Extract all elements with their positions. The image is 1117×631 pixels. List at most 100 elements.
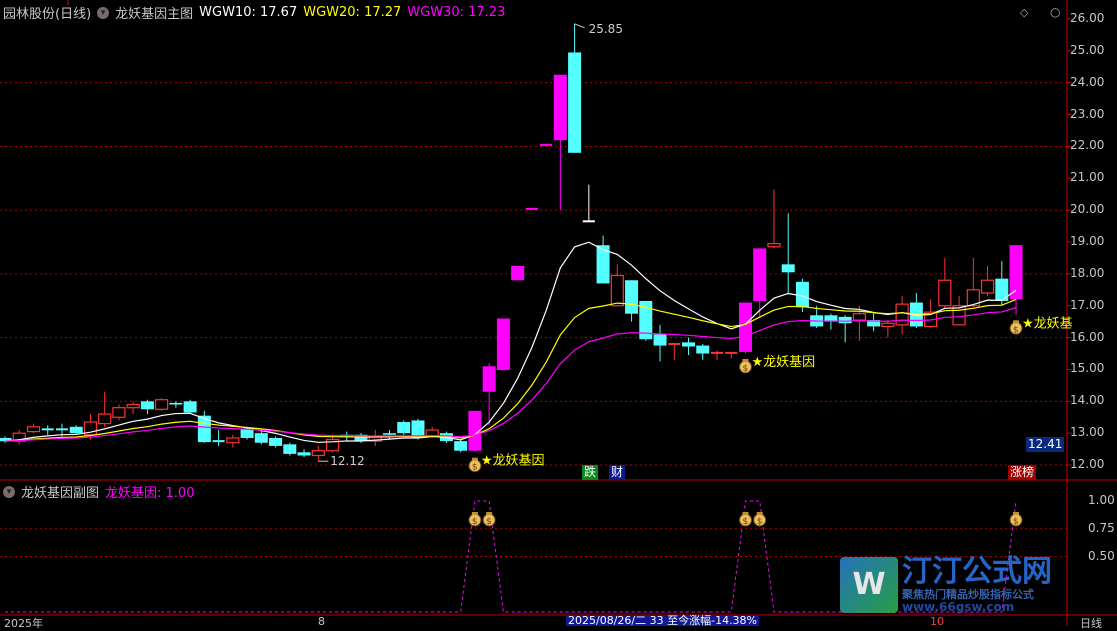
period-label[interactable]: 日线	[1080, 617, 1102, 630]
price-tick: 19.00	[1070, 234, 1105, 249]
ma10-value: WGW10: 17.67	[199, 5, 298, 20]
candle-body	[240, 428, 254, 438]
candle	[126, 401, 140, 415]
bag-symbol: $	[472, 517, 478, 527]
bag-symbol: $	[472, 463, 478, 473]
candle-body	[69, 426, 83, 434]
candle-body	[454, 441, 468, 451]
candle	[382, 429, 396, 440]
bag-neck	[1013, 512, 1020, 515]
fall-tag[interactable]: 跌	[582, 465, 599, 480]
candle	[767, 189, 781, 249]
main-indicator-name[interactable]: 龙妖基因主图	[115, 7, 194, 22]
candle-body	[140, 401, 154, 410]
watermark-logo: W 汀汀公式网 聚焦热门精品炒股指标公式 www.66gsw.com	[840, 556, 1052, 614]
indicator-menu-icon[interactable]: ▾	[3, 485, 15, 498]
candle-body	[938, 279, 952, 307]
circle-icon[interactable]: ○	[1050, 5, 1061, 19]
sub-indicator-name[interactable]: 龙妖基因副图	[21, 486, 100, 501]
candle	[41, 425, 54, 435]
signal-label: ★龙妖基因	[481, 454, 545, 469]
candle-body	[980, 279, 995, 294]
price-tick: 13.00	[1070, 425, 1105, 440]
rank-tag[interactable]: 涨榜	[1008, 465, 1037, 480]
price-tick: 16.00	[1070, 329, 1105, 344]
sub-tick: 1.00	[1088, 493, 1115, 507]
bag-symbol: $	[1013, 325, 1019, 335]
candle-body	[183, 401, 197, 413]
candle-body	[468, 410, 482, 451]
candle-body	[254, 433, 268, 443]
candle-body	[283, 444, 297, 454]
price-tick: 26.00	[1070, 11, 1105, 25]
stock-title[interactable]: 园林股份(日线)	[3, 7, 92, 22]
candle	[183, 399, 197, 415]
candle-body	[738, 302, 752, 352]
bag-neck	[756, 512, 763, 515]
logo-name: 汀汀公式网	[902, 554, 1052, 589]
candle-body	[354, 434, 368, 442]
candle-body	[169, 402, 183, 405]
candle-body	[112, 407, 126, 418]
money-bag-icon: $	[482, 512, 496, 527]
candle	[325, 434, 340, 453]
diamond-icon[interactable]: ◇	[1020, 6, 1029, 19]
candle	[824, 313, 838, 330]
signal-label: ★龙妖基	[1022, 316, 1073, 331]
ma20-line	[4, 298, 1017, 442]
candle-body	[297, 452, 311, 456]
indicator-menu-icon[interactable]: ▾	[97, 6, 110, 19]
candle	[212, 429, 225, 446]
logo-slogan: 聚焦热门精品炒股指标公式	[902, 588, 1034, 601]
candle	[169, 401, 183, 408]
candle-body	[553, 74, 567, 141]
candle	[653, 324, 667, 362]
wealth-tag[interactable]: 财	[609, 465, 626, 480]
bag-neck	[742, 358, 749, 362]
candle-body	[653, 334, 667, 346]
sub-tick: 0.75	[1088, 520, 1115, 535]
candle	[738, 302, 752, 354]
candle-body	[311, 450, 325, 457]
candle	[0, 436, 12, 443]
candle-body	[382, 433, 396, 435]
month-8-label: 8	[318, 615, 325, 628]
current-price-label: 12.41	[1026, 437, 1065, 452]
cursor-date-readout: 2025/08/26/二 33 至今涨幅-14.38%	[566, 614, 760, 627]
candle-body	[881, 322, 895, 328]
bag-neck	[471, 457, 478, 461]
candle-body	[482, 366, 496, 392]
candle	[283, 442, 297, 456]
candle	[625, 280, 639, 322]
sub-indicator-value: 龙妖基因: 1.00	[105, 486, 195, 501]
candle	[995, 261, 1009, 306]
candle-body	[795, 281, 809, 308]
bag-neck	[471, 512, 478, 515]
logo-url: www.66gsw.com	[902, 600, 1015, 614]
candle-body	[753, 248, 767, 301]
candle	[155, 398, 169, 411]
candle	[682, 337, 696, 356]
candle	[297, 449, 311, 458]
candle-body	[966, 289, 980, 307]
candle	[368, 429, 382, 446]
candle	[753, 248, 767, 319]
candle-body	[496, 318, 510, 371]
money-bag-icon: $	[753, 512, 767, 527]
candle	[781, 213, 795, 295]
price-tick: 24.00	[1070, 74, 1105, 89]
candle-body	[511, 265, 525, 281]
candle-body	[696, 345, 710, 354]
candle	[895, 296, 909, 335]
candle	[26, 423, 41, 434]
price-tick: 18.00	[1070, 265, 1105, 280]
sub-tick: 0.50	[1088, 548, 1115, 563]
candle	[881, 320, 895, 338]
candle-body	[781, 264, 795, 273]
ma30-line	[4, 307, 1017, 442]
bag-neck	[1013, 320, 1020, 324]
candle-body	[838, 316, 852, 324]
high-arrow	[574, 23, 585, 29]
candle	[69, 425, 83, 435]
